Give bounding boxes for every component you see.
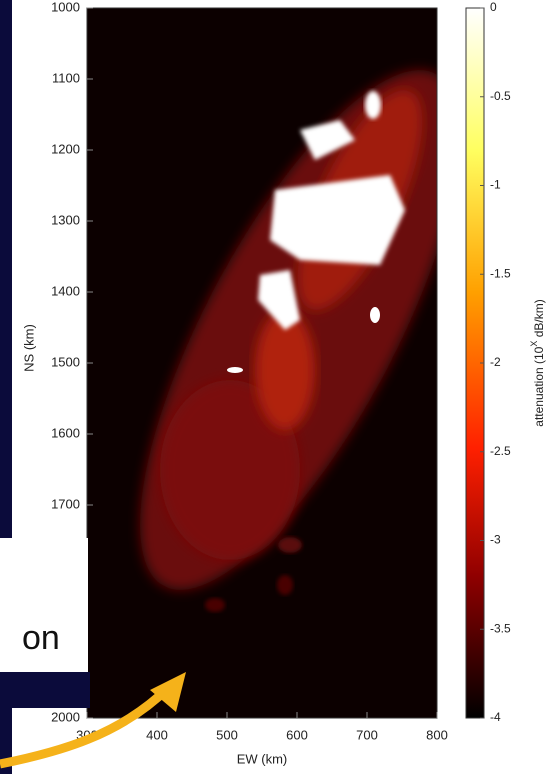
heatmap-image xyxy=(140,70,437,612)
y-tick-label: 1200 xyxy=(51,141,80,156)
label-part: dB/km) xyxy=(532,299,546,340)
colorbar-tick-label: -0.5 xyxy=(490,89,511,103)
y-tick-label: 1500 xyxy=(51,354,80,369)
x-tick-label: 700 xyxy=(356,727,378,742)
x-tick-label: 400 xyxy=(146,727,168,742)
colorbar-tick-label: 0 xyxy=(490,0,497,14)
x-axis-label: EW (km) xyxy=(237,751,288,766)
x-tick-label: 500 xyxy=(216,727,238,742)
arrow-head xyxy=(150,672,186,712)
x-tick-label: 800 xyxy=(426,727,448,742)
colorbar-tick-label: -4 xyxy=(490,710,501,724)
colorbar-tick-label: -1 xyxy=(490,178,501,192)
y-tick-label: 1000 xyxy=(51,0,80,14)
label-sup: X xyxy=(529,341,539,347)
slide-bg xyxy=(0,672,90,708)
y-tick-label: 1700 xyxy=(51,496,80,511)
y-tick-label: 1600 xyxy=(51,425,80,440)
arrow xyxy=(0,684,172,769)
x-tick-label: 600 xyxy=(286,727,308,742)
overlay-text: on xyxy=(22,619,60,657)
colorbar-tick-label: -2.5 xyxy=(490,444,511,458)
y-tick-label: 1100 xyxy=(52,70,80,85)
colorbar-tick-label: -3.5 xyxy=(490,621,511,635)
colorbar-tick-label: -3 xyxy=(490,533,501,547)
colorbar-tick-label: -2 xyxy=(490,355,501,369)
label-part: attenuation (10 xyxy=(532,346,546,426)
colorbar-label: attenuation (10X dB/km) xyxy=(529,299,546,426)
colorbar-tick-label: -1.5 xyxy=(490,266,511,280)
y-tick-label: 1400 xyxy=(51,283,80,298)
y-tick-label: 1300 xyxy=(51,212,80,227)
overlay-box xyxy=(0,538,88,672)
y-axis-label: NS (km) xyxy=(21,324,36,372)
y-tick-label: 2000 xyxy=(51,709,80,724)
